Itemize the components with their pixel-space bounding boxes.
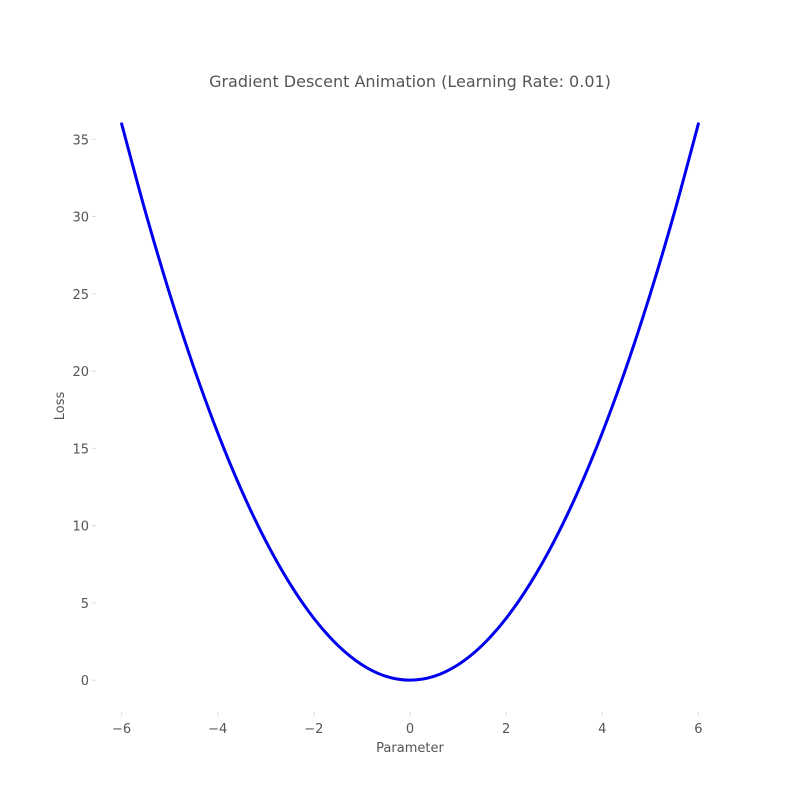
y-axis-label: Loss	[53, 392, 68, 421]
y-tick-label: 35	[72, 133, 89, 148]
y-tick-label: 25	[72, 288, 89, 303]
y-tick-label: 5	[81, 597, 89, 612]
x-tick-label: −6	[112, 722, 131, 737]
x-axis-ticks: −6 −4 −2 0 2 4 6	[112, 712, 703, 737]
y-tick-label: 0	[81, 674, 89, 689]
y-tick-label: 10	[72, 520, 89, 535]
x-tick-label: 6	[694, 722, 702, 737]
y-tick-label: 15	[72, 442, 89, 457]
y-axis-ticks: 0 5 10 15 20 25 30 35	[72, 133, 96, 689]
x-tick-label: 4	[598, 722, 606, 737]
loss-curve-line	[120, 122, 700, 682]
y-tick-label: 20	[72, 365, 89, 380]
x-tick-label: 2	[502, 722, 510, 737]
chart-title: Gradient Descent Animation (Learning Rat…	[209, 72, 611, 91]
x-tick-label: −2	[304, 722, 323, 737]
x-tick-label: −4	[208, 722, 227, 737]
plot-series	[120, 122, 700, 682]
x-axis-label: Parameter	[376, 741, 444, 756]
x-tick-label: 0	[406, 722, 414, 737]
y-tick-label: 30	[72, 211, 89, 226]
